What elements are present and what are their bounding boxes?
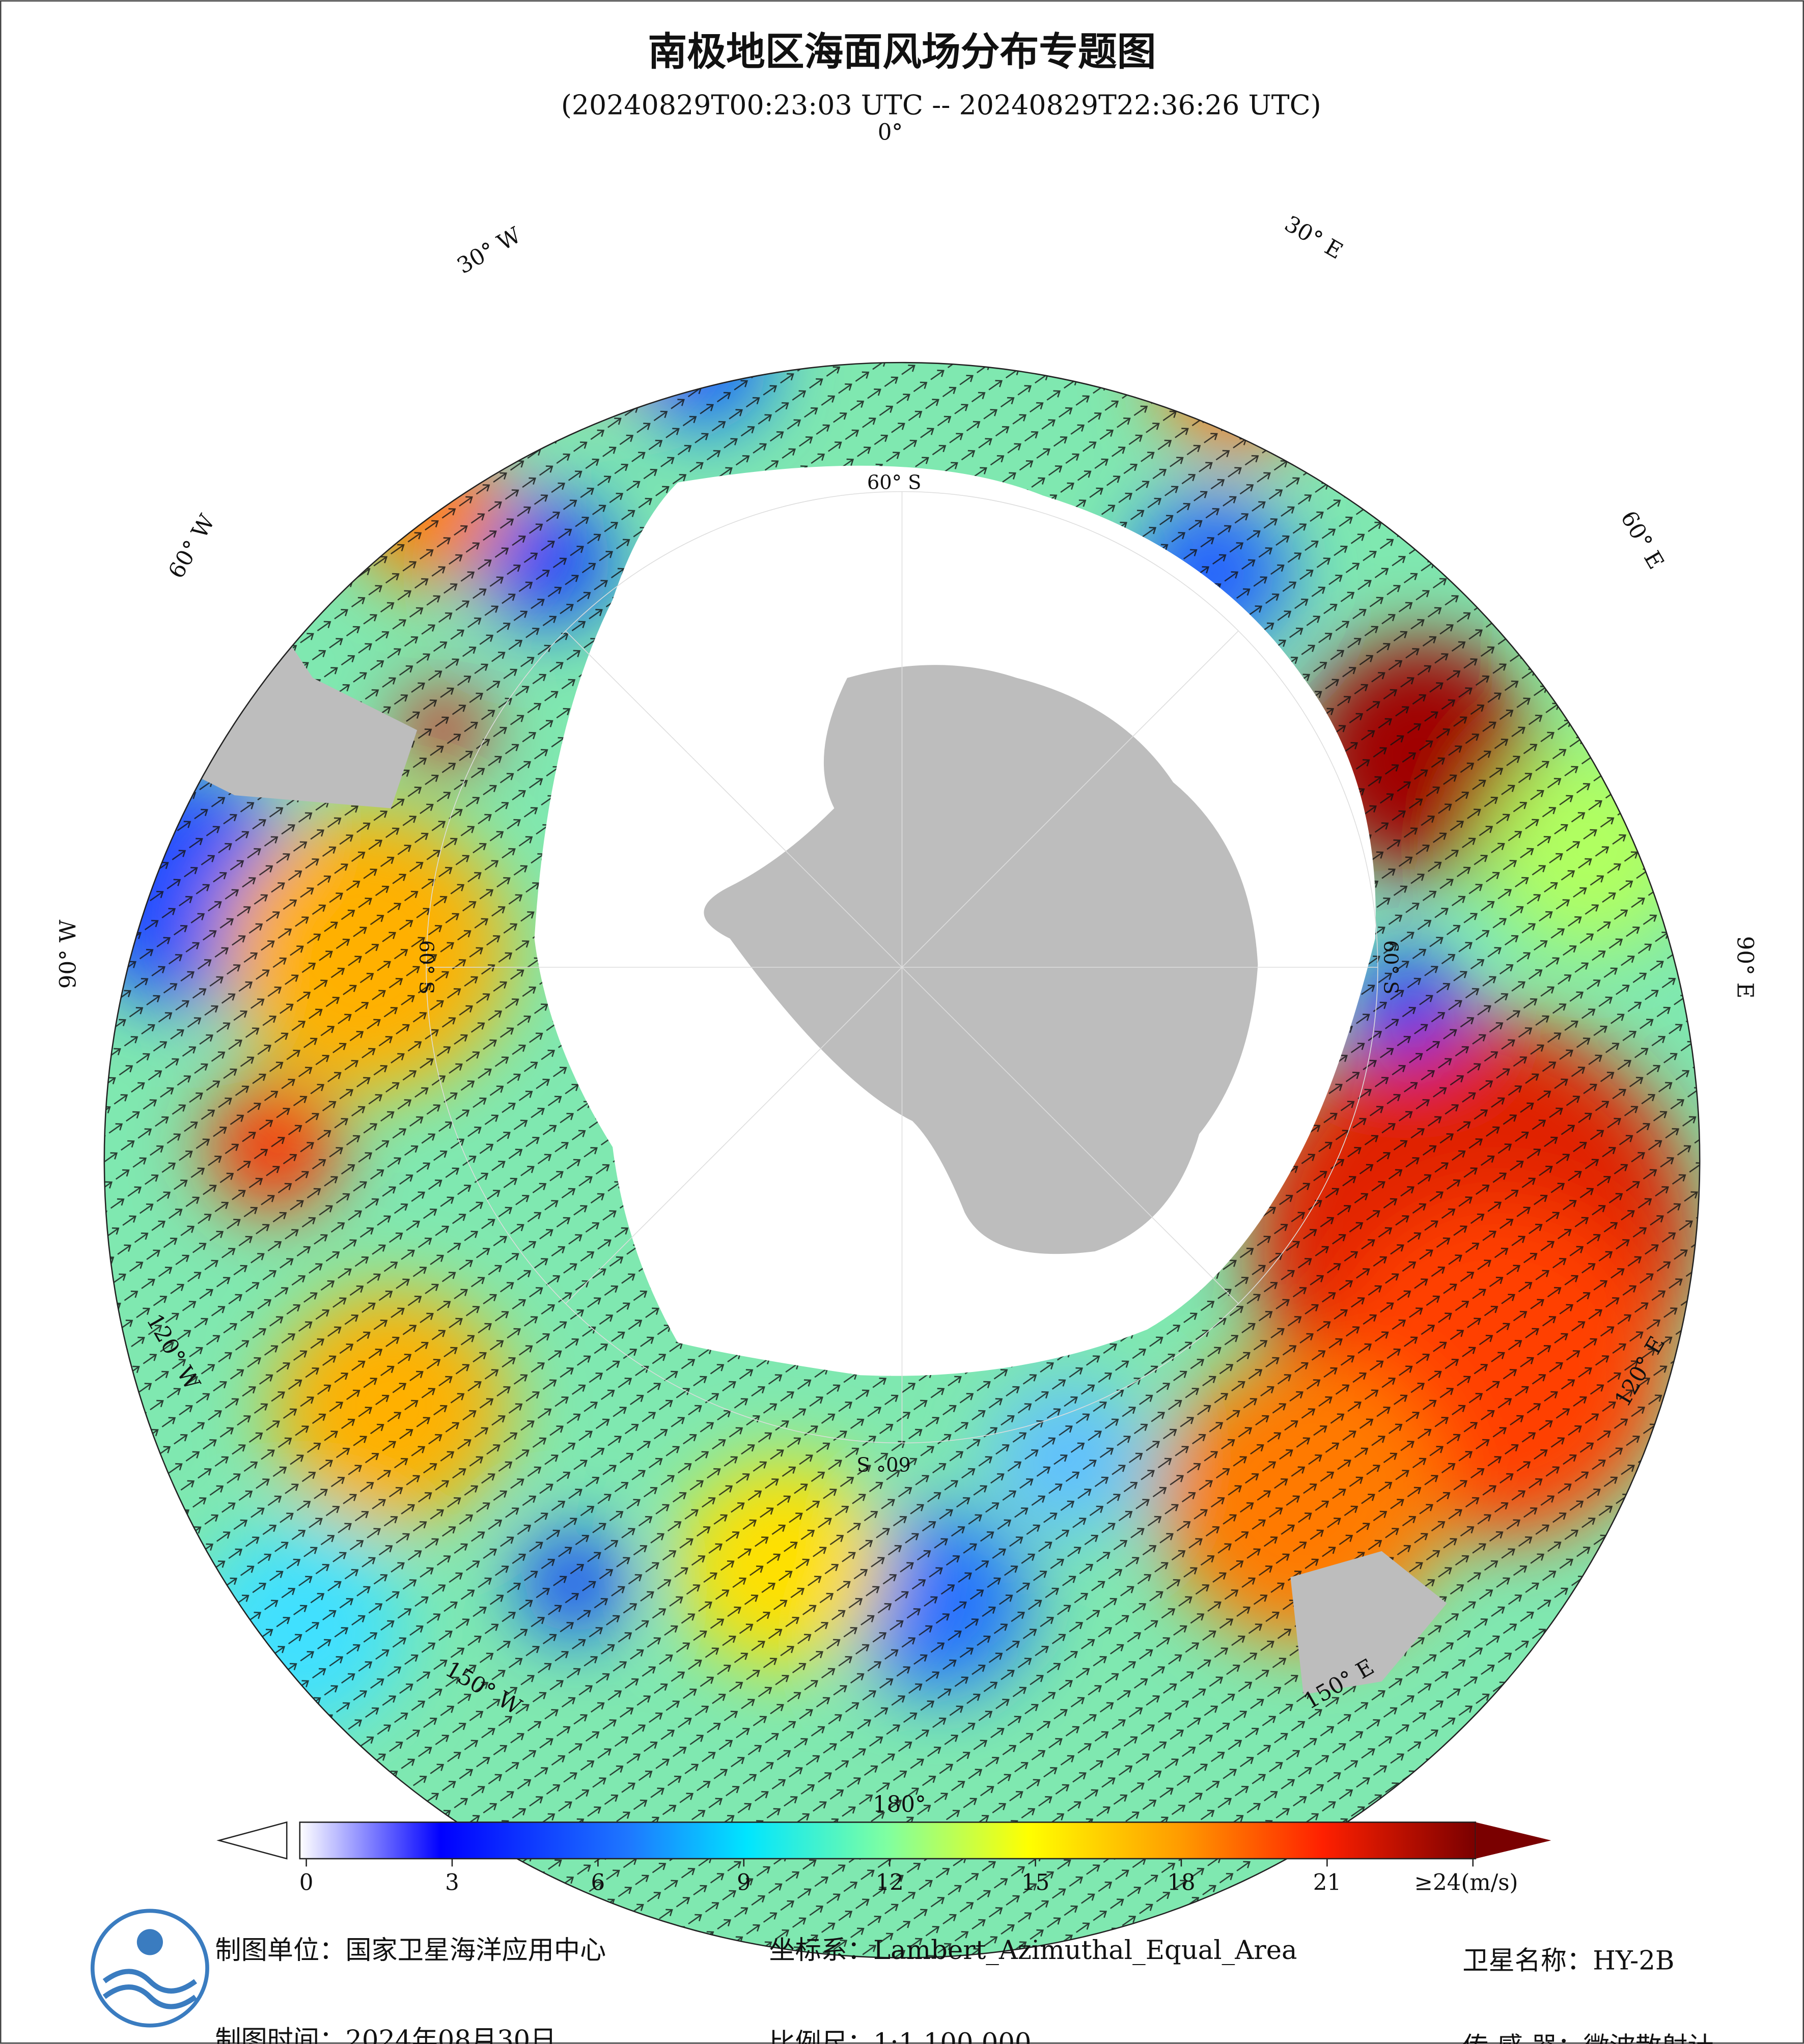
colorbar-tick-label: ≥24(m/s) [1414, 1870, 1518, 1895]
lat-label: 60° S [414, 940, 437, 995]
footer: 制图单位：国家卫星海洋应用中心 制图时间：2024年08月30日 坐标系：Lam… [215, 1935, 1713, 2044]
lat-label: 60° S [1379, 940, 1402, 995]
logo [90, 1909, 209, 2028]
lon-label: 180° [873, 1792, 926, 1817]
lat-label: 60° S [867, 471, 922, 494]
colorbar-tick-label: 12 [876, 1870, 904, 1895]
latitude-labels: 60° S 60° S 60° S 60° S [414, 471, 1402, 1475]
colorbar-tick-label: 6 [591, 1870, 605, 1895]
colorbar-high-arrow [1475, 1822, 1551, 1859]
colorbar-tick-label: 15 [1021, 1870, 1049, 1895]
title: 南极地区海面风场分布专题图 [648, 29, 1156, 75]
footer-projection: 坐标系：Lambert_Azimuthal_Equal_Area [769, 1935, 1297, 1966]
wind-patch [508, 362, 665, 378]
colorbar-tick-label: 18 [1167, 1870, 1195, 1895]
footer-unit: 制图单位：国家卫星海洋应用中心 [215, 1935, 606, 1966]
colorbar-tick-label: 9 [737, 1870, 751, 1895]
lon-label: 60° W [163, 510, 220, 583]
subtitle: (20240829T00:23:03 UTC -- 20240829T22:36… [561, 89, 1321, 121]
lat-label: 60° S [856, 1452, 911, 1475]
colorbar-tick-label: 0 [299, 1870, 314, 1895]
new-zealand [1290, 1551, 1447, 1695]
colorbar-tick-label: 3 [445, 1870, 459, 1895]
footer-date: 制图时间：2024年08月30日 [215, 2025, 556, 2044]
footer-sensor: 传 感 器：微波散射计 [1462, 2032, 1713, 2044]
graticule [426, 491, 1378, 1444]
lon-label: 0° [878, 120, 903, 145]
lon-label: 90° W [55, 919, 81, 989]
colorbar: 0 3 6 9 12 15 18 21 ≥24(m/s) [216, 1821, 1551, 1895]
map-outline [103, 361, 1701, 1958]
lon-label: 60° E [1616, 507, 1669, 573]
colorbar-low-arrow [216, 1821, 288, 1860]
footer-scale: 比例尺：1:1,100,000 [769, 2028, 1031, 2044]
wind-patch [1564, 573, 1700, 731]
antarctica [704, 665, 1258, 1254]
lon-label: 30° W [453, 222, 525, 279]
colorbar-tick-label: 21 [1313, 1870, 1341, 1895]
colorbar-ramp [299, 1822, 1477, 1860]
lon-label: 30° E [1280, 211, 1347, 265]
footer-satellite: 卫星名称：HY-2B [1462, 1946, 1674, 1976]
lon-label: 90° E [1732, 936, 1757, 999]
